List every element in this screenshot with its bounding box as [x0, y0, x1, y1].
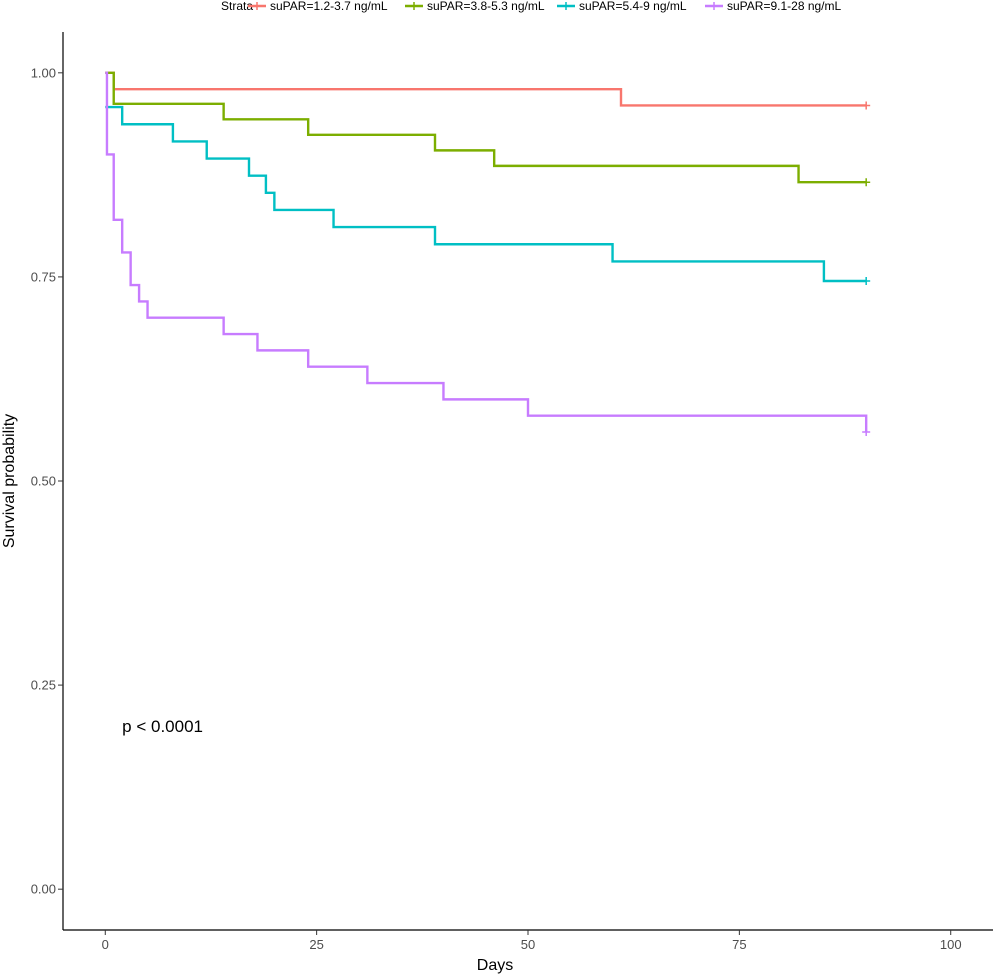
x-tick-label: 50: [521, 937, 535, 952]
legend-label: suPAR=1.2-3.7 ng/mL: [270, 0, 388, 13]
x-tick-label: 25: [309, 937, 323, 952]
x-tick-label: 75: [732, 937, 746, 952]
censor-mark: [862, 276, 871, 285]
x-tick-label: 100: [940, 937, 962, 952]
series-lines: [105, 71, 868, 433]
censor-marks: [862, 101, 871, 437]
survival-curve-4: [105, 71, 868, 433]
y-tick-label: 0.75: [31, 269, 56, 284]
y-tick-label: 0.25: [31, 678, 56, 693]
survival-curve-2: [105, 71, 867, 184]
legend-title: Strata: [221, 0, 253, 13]
y-tick-label: 0.50: [31, 474, 56, 489]
y-tick-label: 1.00: [31, 65, 56, 80]
ticks: 0 25 50 75 100 0.00 0.25 0.50 0.75 1.00: [31, 65, 962, 952]
x-tick-label: 0: [102, 937, 109, 952]
legend-label: suPAR=5.4-9 ng/mL: [579, 0, 687, 13]
survival-curve-1: [105, 71, 867, 107]
legend-label: suPAR=9.1-28 ng/mL: [727, 0, 842, 13]
legend: Strata suPAR=1.2-3.7 ng/mL suPAR=3.8-5.3 …: [221, 0, 842, 13]
legend-label: suPAR=3.8-5.3 ng/mL: [427, 0, 545, 13]
censor-mark: [862, 428, 871, 437]
survival-curve-3: [105, 105, 867, 283]
y-axis-label: Survival probability: [1, 414, 18, 548]
p-value-annotation: p < 0.0001: [122, 717, 203, 736]
censor-mark: [862, 178, 871, 187]
censor-mark: [862, 101, 871, 110]
y-tick-label: 0.00: [31, 882, 56, 897]
x-axis-label: Days: [477, 957, 513, 974]
